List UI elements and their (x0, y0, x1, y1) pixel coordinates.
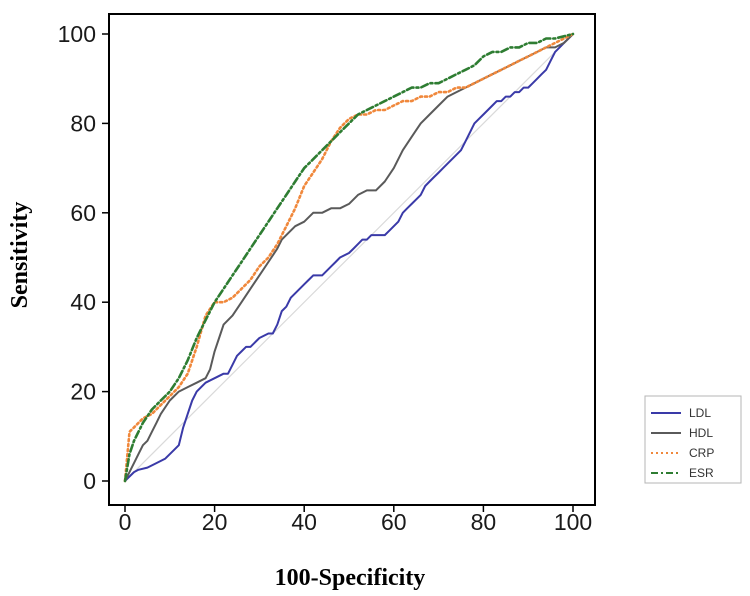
series-line-crp (123, 32, 575, 483)
plot-frame (108, 13, 596, 506)
y-tick-label: 40 (70, 289, 96, 315)
y-axis-ticks: 0 20 40 60 80 100 (58, 21, 109, 494)
x-axis-ticks: 0 20 40 60 80 100 (119, 505, 592, 535)
legend-items: LDL HDL CRP ESR (651, 406, 714, 480)
y-tick-label: 20 (70, 379, 96, 405)
x-tick-label: 20 (202, 509, 228, 535)
y-tick-label: 80 (70, 110, 96, 136)
x-tick-label: 40 (291, 509, 317, 535)
legend-label-hdl: HDL (689, 426, 713, 440)
x-tick-label: 80 (471, 509, 497, 535)
y-axis-title: Sensitivity (7, 202, 33, 309)
y-tick-label: 60 (70, 200, 96, 226)
y-tick-label: 100 (58, 21, 96, 47)
x-tick-label: 60 (381, 509, 407, 535)
x-tick-label: 0 (119, 509, 132, 535)
reference-diagonal-line (124, 33, 574, 482)
x-axis-title: 100-Specificity (275, 565, 426, 591)
legend-box (644, 395, 742, 484)
x-tick-label: 100 (554, 509, 592, 535)
series-line-esr (123, 32, 575, 483)
legend: LDL HDL CRP ESR (644, 395, 742, 484)
series-line-ldl (124, 33, 574, 482)
legend-label-esr: ESR (689, 466, 714, 480)
legend-label-ldl: LDL (689, 406, 711, 420)
y-tick-label: 0 (83, 468, 96, 494)
legend-label-crp: CRP (689, 446, 714, 460)
series-layer (123, 32, 575, 483)
